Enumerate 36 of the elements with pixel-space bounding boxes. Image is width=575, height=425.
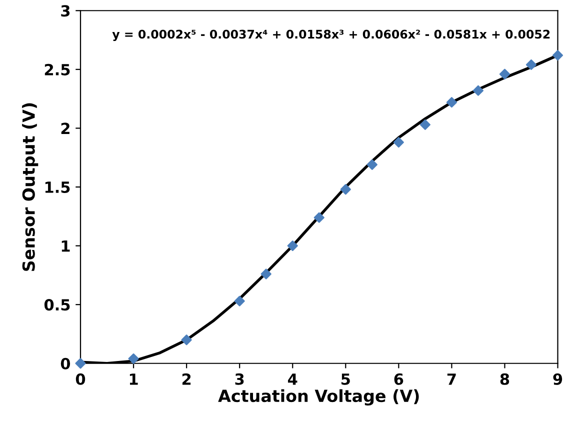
x-tick-label: 9 [553,373,562,385]
x-axis-title: Actuation Voltage (V) [218,389,419,406]
x-tick-label: 2 [182,373,191,385]
point [314,212,324,223]
point [234,296,245,306]
x-tick-label: 5 [342,374,350,385]
y-axis-title: Sensor Output (V) [22,103,38,271]
point [446,97,457,108]
y-tick-label: 2 [61,122,70,134]
point [340,184,351,195]
y-tick-label: 2.5 [44,64,70,76]
point [181,334,192,346]
x-tick-label: 1 [130,374,138,385]
y-tick-label: 1.5 [45,182,70,194]
x-tick-label: 3 [235,373,244,385]
y-tick-label: 0 [60,358,70,370]
x-tick-label: 4 [288,374,298,385]
y-tick-label: 3 [61,5,70,17]
x-tick-label: 0 [76,373,86,385]
point [75,358,86,369]
x-tick-label: 7 [447,374,456,385]
point [499,68,510,80]
y-tick-label: 0.5 [44,299,70,311]
point [366,159,378,170]
x-tick-label: 6 [394,373,404,385]
point [287,240,298,252]
point [552,50,564,61]
point [393,137,404,148]
point [260,268,272,280]
y-tick-label: 1 [62,240,70,252]
annotation: y = 0.0002x⁵ - 0.0037x⁴ + 0.0158x³ + 0.0606x² - 0.0581x + 0.0052 [112,30,550,42]
point [526,59,537,70]
point [472,85,484,96]
point [128,353,139,364]
point [420,119,430,130]
x-tick-label: 8 [500,373,510,385]
